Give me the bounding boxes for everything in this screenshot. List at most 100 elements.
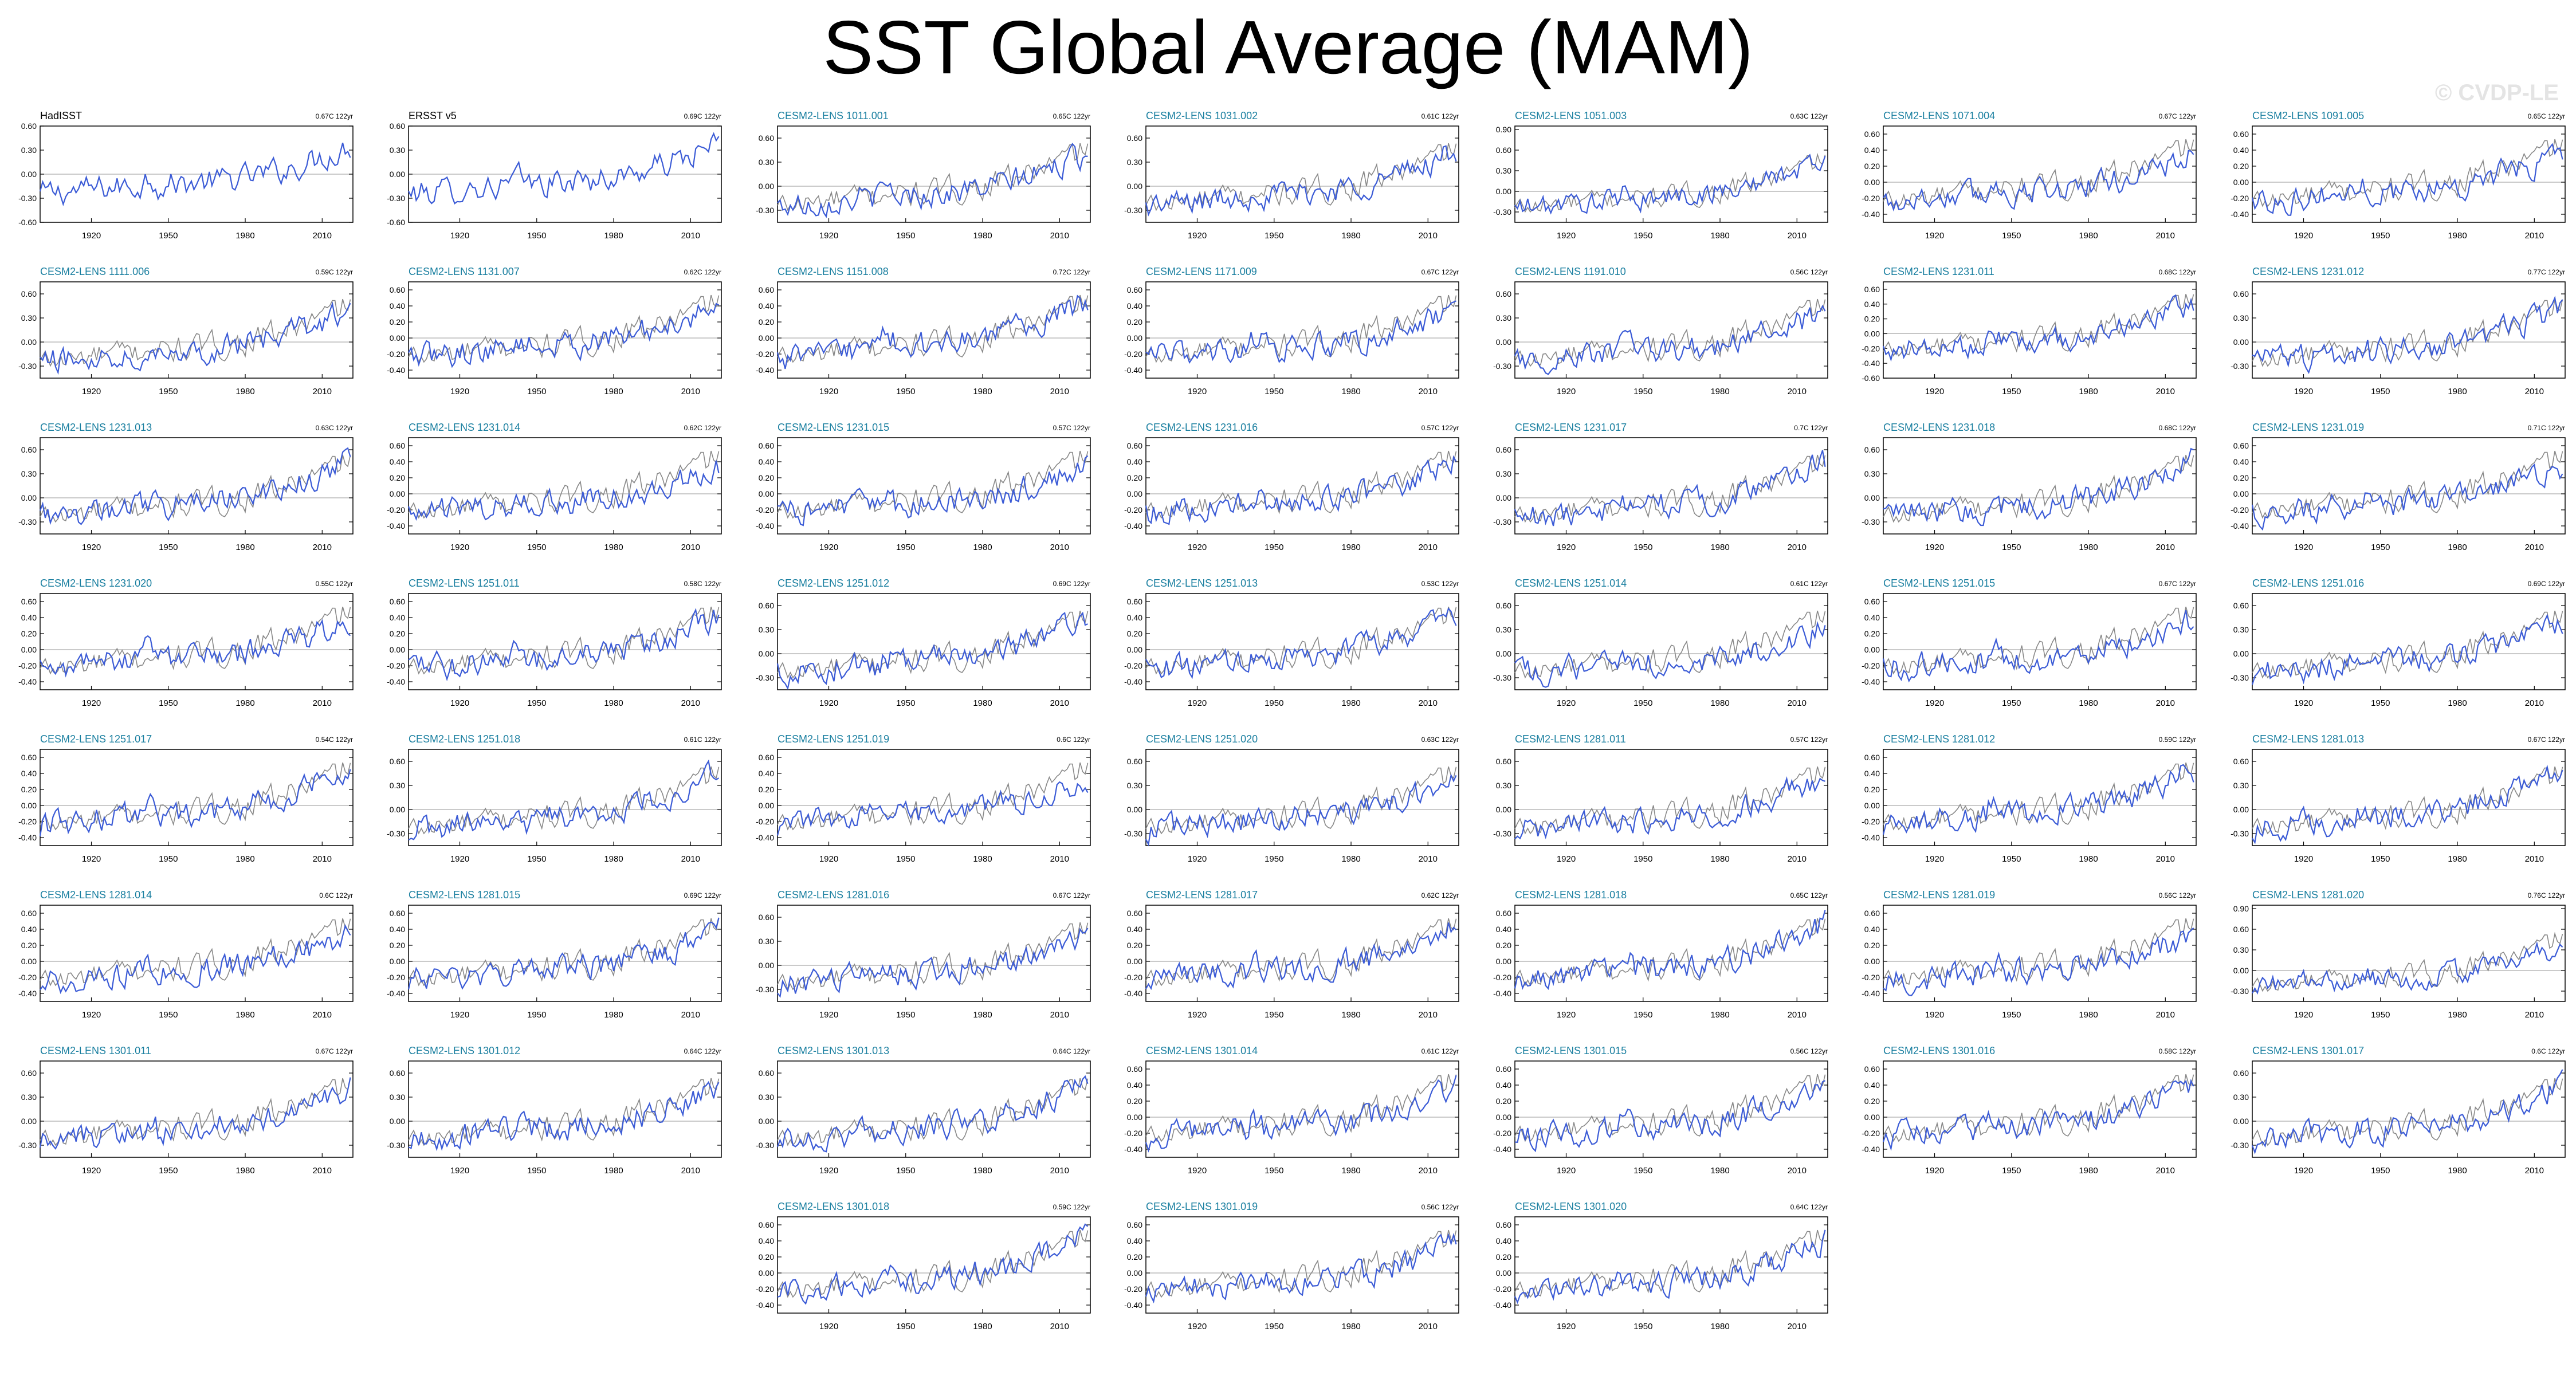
plot-frame xyxy=(777,1216,1091,1314)
y-tick-label: 0.20 xyxy=(1127,1097,1142,1106)
x-tick-label: 1920 xyxy=(1557,1166,1576,1176)
y-tick-label: -0.20 xyxy=(1862,661,1880,670)
panel-title: CESM2-LENS 1111.006 xyxy=(40,266,150,277)
panel-title: CESM2-LENS 1281.018 xyxy=(1515,889,1627,901)
x-tick-label: 1950 xyxy=(527,698,546,708)
y-tick-label: 0.30 xyxy=(21,469,37,478)
y-tick-label: 0.30 xyxy=(2233,1093,2249,1102)
x-tick-label: 1950 xyxy=(2002,543,2021,552)
x-tick-label: 2010 xyxy=(1050,1322,1069,1331)
y-tick-label: 0.60 xyxy=(759,753,774,762)
y-tick-label: -0.40 xyxy=(1493,989,1511,998)
y-tick-label: -0.40 xyxy=(1862,833,1880,842)
model-series-line xyxy=(777,143,1088,218)
y-tick-label: 0.00 xyxy=(1127,805,1142,814)
y-tick-label: -0.40 xyxy=(1124,1145,1142,1154)
x-tick-label: 1920 xyxy=(1925,1010,1944,1020)
obs-series-line xyxy=(39,143,351,206)
y-tick-label: 0.00 xyxy=(759,649,774,658)
y-tick-label: -0.40 xyxy=(18,833,37,842)
panel-plot: 0.60 0.40 0.20 0.00 -0.20 -0.40 1920 1950 1980 20… xyxy=(387,905,722,1020)
x-tick-label: 2010 xyxy=(313,1010,332,1020)
panel-title: CESM2-LENS 1011.001 xyxy=(777,110,889,121)
y-tick-label: 0.20 xyxy=(390,941,405,950)
y-tick-label: 0.00 xyxy=(1496,187,1511,196)
y-tick-label: 0.90 xyxy=(1496,125,1511,134)
y-tick-label: -0.40 xyxy=(756,521,774,531)
panel-cesm2-lens-1231-018: CESM2-LENS 1231.018 0.68C 122yr 0.60 0.30 0.… xyxy=(1862,421,2208,557)
y-tick-label: 0.60 xyxy=(1127,909,1142,918)
plot-frame xyxy=(40,281,354,379)
panel-trend-label: 0.63C 122yr xyxy=(1421,736,1459,744)
x-tick-label: 1950 xyxy=(896,1322,915,1331)
panel-trend-label: 0.64C 122yr xyxy=(1053,1047,1090,1055)
panel-plot: 0.60 0.30 0.00 -0.30 1920 1950 1980 2010 xyxy=(387,749,722,864)
x-tick-label: 2010 xyxy=(2525,543,2544,552)
panel-trend-label: 0.64C 122yr xyxy=(1790,1203,1828,1211)
model-series-line xyxy=(1514,910,1826,991)
y-tick-label: 0.60 xyxy=(1496,909,1511,918)
panel-plot: 0.60 0.40 0.20 0.00 -0.20 -0.40 1920 1950 1980 20… xyxy=(18,905,354,1020)
panel-cesm2-lens-1281-020: CESM2-LENS 1281.020 0.76C 122yr 0.90 0.60 0.… xyxy=(2231,888,2576,1024)
y-tick-label: -0.40 xyxy=(1493,1145,1511,1154)
panel-title: CESM2-LENS 1251.020 xyxy=(1146,733,1258,745)
y-tick-label: -0.30 xyxy=(2231,673,2249,682)
panel-plot: 0.90 0.60 0.30 0.00 -0.30 1920 1950 1980 2010 xyxy=(1493,125,1828,241)
panel-plot: 0.60 0.30 0.00 -0.30 1920 1950 1980 2010 xyxy=(1862,437,2197,552)
x-tick-label: 1980 xyxy=(2448,543,2467,552)
panel-trend-label: 0.62C 122yr xyxy=(1421,891,1459,899)
plot-frame xyxy=(777,125,1091,223)
y-tick-label: 0.00 xyxy=(1496,493,1511,502)
panel-plot: 0.60 0.30 0.00 -0.30 1920 1950 1980 2010 xyxy=(1493,281,1828,396)
y-tick-label: 0.00 xyxy=(21,1117,37,1126)
y-tick-label: 0.30 xyxy=(2233,625,2249,634)
y-tick-label: 0.60 xyxy=(1127,285,1142,294)
x-tick-label: 1920 xyxy=(819,698,838,708)
plot-frame xyxy=(777,281,1091,379)
x-tick-label: 1950 xyxy=(159,854,178,864)
panel-plot: 0.60 0.30 0.00 -0.30 1920 1950 1980 2010 xyxy=(1124,749,1459,864)
plot-frame xyxy=(408,437,722,535)
obs-series-line xyxy=(777,1078,1089,1146)
panel-trend-label: 0.76C 122yr xyxy=(2527,891,2565,899)
panel-trend-label: 0.68C 122yr xyxy=(2158,424,2196,432)
panel-title: CESM2-LENS 1131.007 xyxy=(409,266,520,277)
panel-trend-label: 0.57C 122yr xyxy=(1421,424,1459,432)
x-tick-label: 1980 xyxy=(1710,854,1729,864)
y-tick-label: 0.60 xyxy=(2233,441,2249,450)
obs-series-line xyxy=(1514,1229,1826,1298)
y-tick-label: 0.30 xyxy=(1496,781,1511,790)
panel-trend-label: 0.67C 122yr xyxy=(315,112,353,120)
x-tick-label: 1950 xyxy=(159,387,178,396)
panel-plot: 0.60 0.30 0.00 -0.30 1920 1950 1980 2010 xyxy=(1493,437,1828,552)
x-tick-label: 1980 xyxy=(235,1166,254,1176)
y-tick-label: 0.40 xyxy=(390,457,405,466)
x-tick-label: 1950 xyxy=(1265,698,1283,708)
obs-series-line xyxy=(777,1229,1089,1298)
plot-frame xyxy=(1145,749,1459,846)
y-tick-label: 0.60 xyxy=(2233,601,2249,610)
y-tick-label: 0.30 xyxy=(390,1093,405,1102)
panel-cesm2-lens-1301-014: CESM2-LENS 1301.014 0.61C 122yr 0.60 0.40 0.… xyxy=(1124,1044,1470,1180)
plot-frame xyxy=(777,905,1091,1002)
y-tick-label: -0.20 xyxy=(1862,194,1880,203)
y-tick-label: -0.40 xyxy=(1124,1300,1142,1310)
y-tick-label: -0.20 xyxy=(756,349,774,359)
y-tick-label: -0.20 xyxy=(1124,1284,1142,1294)
y-tick-label: 0.00 xyxy=(2233,805,2249,814)
panel-title: CESM2-LENS 1281.017 xyxy=(1146,889,1258,901)
y-tick-label: 0.00 xyxy=(1127,645,1142,654)
panel-hadisst: HadISST 0.67C 122yr 0.60 0.30 0.00 -0.30 -0.60… xyxy=(18,109,364,245)
obs-series-line xyxy=(1145,450,1457,519)
x-tick-label: 2010 xyxy=(1419,698,1438,708)
y-tick-label: 0.00 xyxy=(1496,649,1511,658)
model-series-line xyxy=(1145,455,1457,525)
x-tick-label: 2010 xyxy=(1419,387,1438,396)
y-tick-label: 0.60 xyxy=(1127,1220,1142,1229)
panel-plot: 0.60 0.40 0.20 0.00 -0.20 -0.40 1920 1950 1980 20… xyxy=(1862,1060,2197,1176)
model-series-line xyxy=(1883,150,2194,212)
y-tick-label: 0.00 xyxy=(2233,649,2249,658)
x-tick-label: 2010 xyxy=(2156,854,2175,864)
panel-plot: 0.60 0.40 0.20 0.00 -0.20 -0.40 1920 1950 1980 20… xyxy=(387,437,722,552)
y-tick-label: 0.60 xyxy=(1864,1064,1880,1074)
